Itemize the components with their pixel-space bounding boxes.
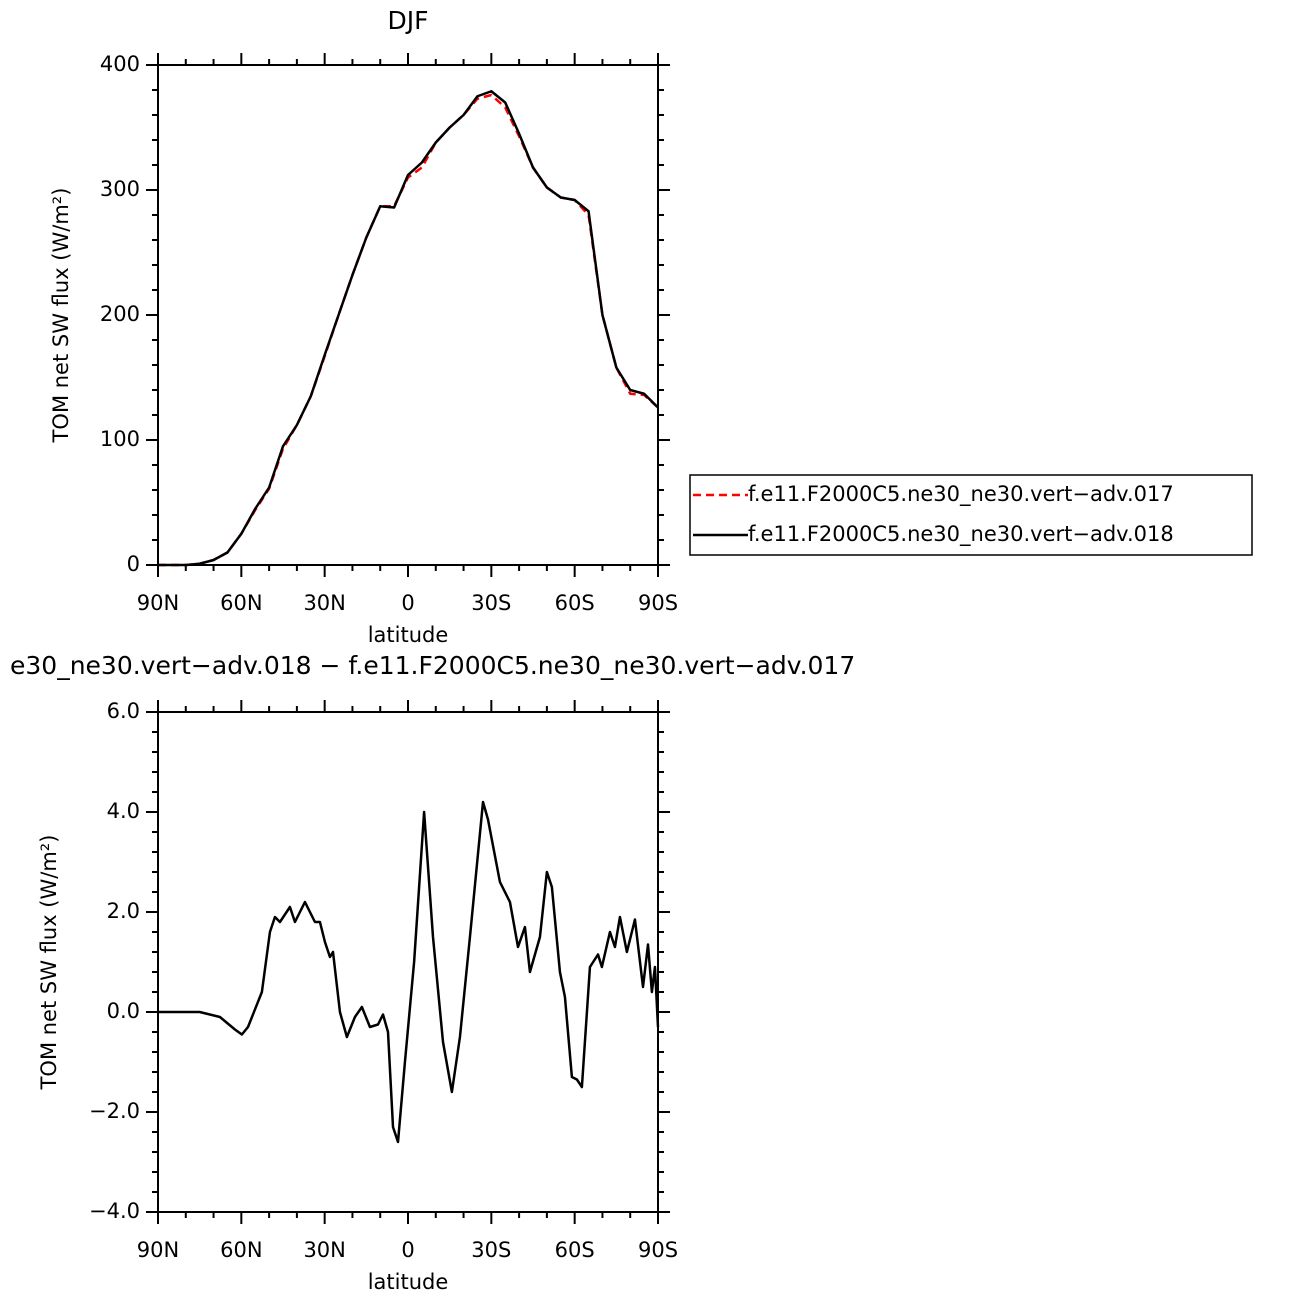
y-tick-label: 300 <box>100 177 140 201</box>
x-tick-label: 90S <box>638 1238 678 1262</box>
chart-title: DJF <box>387 6 428 35</box>
y-tick-label: 0.0 <box>107 999 140 1023</box>
plot-frame <box>157 64 659 566</box>
x-tick-label: 30N <box>303 591 345 615</box>
x-tick-label: 0 <box>401 591 414 615</box>
y-tick-label: 2.0 <box>107 899 140 923</box>
y-tick-label: 6.0 <box>107 699 140 723</box>
x-tick-label: 30S <box>471 1238 511 1262</box>
y-axis-label: TOM net SW flux (W/m²) <box>37 835 61 1091</box>
plot-frame <box>157 711 659 1213</box>
y-tick-label: 100 <box>100 427 140 451</box>
y-axis-label: TOM net SW flux (W/m²) <box>49 188 73 444</box>
x-tick-label: 90N <box>137 1238 179 1262</box>
y-tick-label: −2.0 <box>89 1099 140 1123</box>
data-line <box>158 800 660 1144</box>
x-tick-label: 60S <box>555 1238 595 1262</box>
x-tick-label: 90N <box>137 591 179 615</box>
chart-title: e30_ne30.vert−adv.018 − f.e11.F2000C5.ne… <box>10 651 855 680</box>
y-tick-label: 200 <box>100 302 140 326</box>
y-tick-label: 0 <box>127 552 140 576</box>
x-axis-label: latitude <box>368 1270 449 1294</box>
data-line <box>158 90 659 567</box>
data-line <box>158 93 659 567</box>
legend-box <box>689 474 1253 556</box>
x-tick-label: 0 <box>401 1238 414 1262</box>
x-tick-label: 30N <box>303 1238 345 1262</box>
x-tick-label: 60S <box>555 591 595 615</box>
legend-label: f.e11.F2000C5.ne30_ne30.vert−adv.018 <box>748 522 1174 547</box>
x-tick-label: 60N <box>220 1238 262 1262</box>
legend-label: f.e11.F2000C5.ne30_ne30.vert−adv.017 <box>748 482 1174 507</box>
y-tick-label: 400 <box>100 52 140 76</box>
y-tick-label: −4.0 <box>89 1199 140 1223</box>
x-tick-label: 30S <box>471 591 511 615</box>
x-axis-label: latitude <box>368 623 449 647</box>
y-tick-label: 4.0 <box>107 799 140 823</box>
x-tick-label: 90S <box>638 591 678 615</box>
x-tick-label: 60N <box>220 591 262 615</box>
